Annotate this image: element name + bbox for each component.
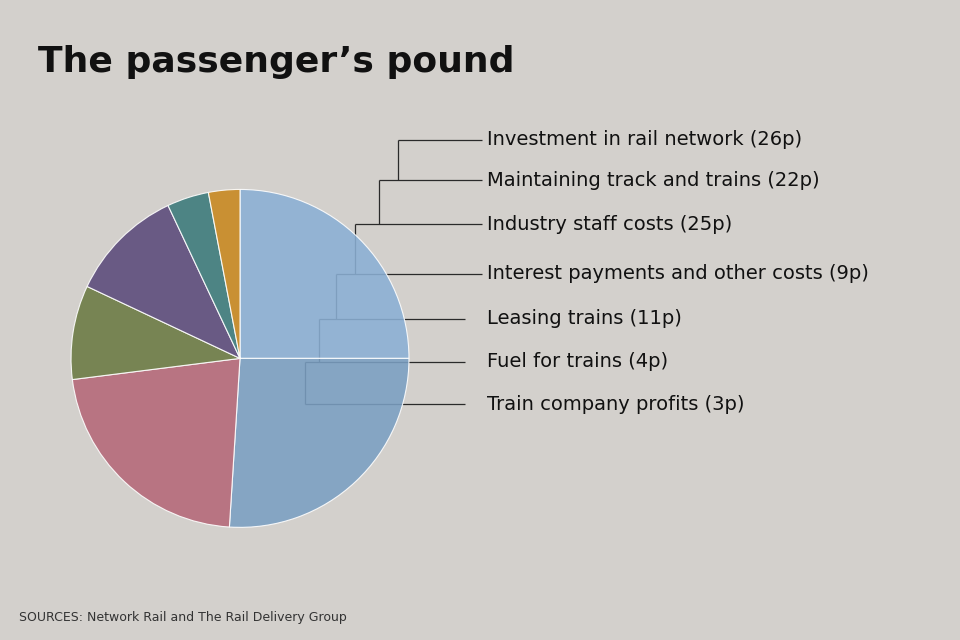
- Text: SOURCES: Network Rail and The Rail Delivery Group: SOURCES: Network Rail and The Rail Deliv…: [19, 611, 347, 624]
- Wedge shape: [168, 193, 240, 358]
- Text: Maintaining track and trains (22p): Maintaining track and trains (22p): [487, 171, 819, 190]
- Wedge shape: [240, 189, 409, 358]
- Wedge shape: [208, 189, 240, 358]
- Text: The passenger’s pound: The passenger’s pound: [38, 45, 515, 79]
- Text: Investment in rail network (26p): Investment in rail network (26p): [487, 130, 802, 149]
- Wedge shape: [72, 358, 240, 527]
- Text: Industry staff costs (25p): Industry staff costs (25p): [487, 214, 732, 234]
- Text: Fuel for trains (4p): Fuel for trains (4p): [487, 352, 668, 371]
- Text: Train company profits (3p): Train company profits (3p): [487, 395, 744, 414]
- Wedge shape: [229, 358, 409, 527]
- Wedge shape: [71, 287, 240, 380]
- Text: Leasing trains (11p): Leasing trains (11p): [487, 309, 682, 328]
- Text: Interest payments and other costs (9p): Interest payments and other costs (9p): [487, 264, 869, 284]
- Wedge shape: [87, 205, 240, 358]
